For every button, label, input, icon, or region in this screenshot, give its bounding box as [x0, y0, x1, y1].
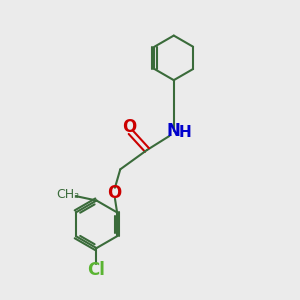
- Text: H: H: [179, 125, 191, 140]
- Text: Cl: Cl: [88, 261, 105, 279]
- Text: N: N: [167, 122, 181, 140]
- Text: O: O: [107, 184, 122, 202]
- Text: CH₃: CH₃: [57, 188, 80, 201]
- Text: O: O: [122, 118, 136, 136]
